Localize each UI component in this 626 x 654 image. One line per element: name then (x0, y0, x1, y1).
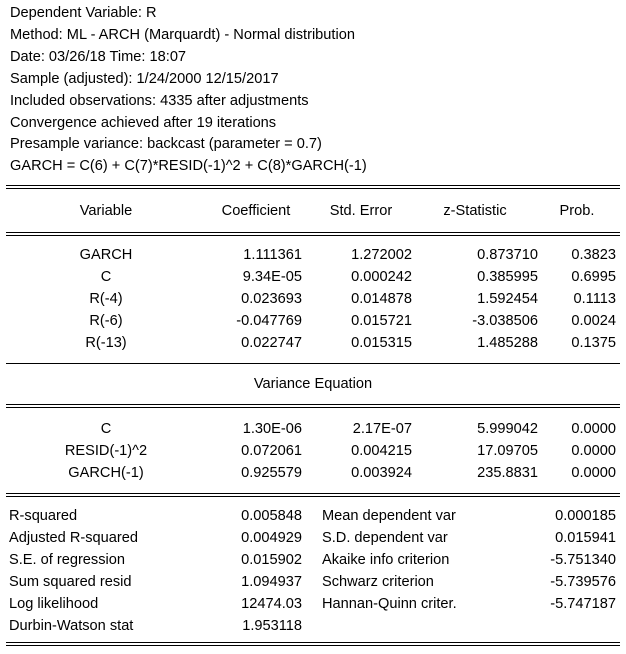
stat-value-sd-dependent: 0.015941 (555, 530, 616, 546)
stats-rule-2 (6, 496, 620, 497)
stat-value-r-squared: 0.005848 (241, 508, 302, 524)
stat-label-hannan-quinn: Hannan-Quinn criter. (322, 596, 457, 612)
cell-variable: GARCH(-1) (68, 465, 144, 481)
stat-value-log-likelihood: 12474.03 (241, 596, 302, 612)
column-header-variable: Variable (79, 203, 133, 219)
stat-value-adjusted-r-squared: 0.004929 (241, 530, 302, 546)
cell-std-error: 0.004215 (351, 443, 412, 459)
header-convergence: Convergence achieved after 19 iterations (10, 114, 277, 131)
stat-value-akaike: -5.751340 (550, 552, 616, 568)
cell-z-statistic: 1.592454 (477, 291, 538, 307)
cell-coefficient: 1.30E-06 (242, 421, 302, 437)
variance-rule-top (6, 363, 620, 364)
cell-coefficient: 9.34E-05 (242, 269, 302, 285)
cell-prob: 0.0000 (571, 465, 616, 481)
cell-variable: R(-13) (85, 335, 127, 351)
cell-prob: 0.1375 (571, 335, 616, 351)
table-bottom-rule-1 (6, 642, 620, 643)
stat-label-sum-squared-resid: Sum squared resid (9, 574, 132, 590)
stat-label-sd-dependent: S.D. dependent var (322, 530, 448, 546)
cell-prob: 0.3823 (571, 247, 616, 263)
cell-variable: R(-6) (89, 313, 123, 329)
cell-std-error: 0.014878 (351, 291, 412, 307)
header-dependent-variable: Dependent Variable: R (10, 5, 157, 21)
cell-coefficient: 0.925579 (241, 465, 302, 481)
column-header-prob: Prob. (559, 203, 595, 219)
cell-coefficient: 1.111361 (243, 247, 302, 263)
cell-coefficient: 0.022747 (241, 335, 302, 351)
stat-value-durbin-watson: 1.953118 (242, 618, 302, 634)
stat-label-log-likelihood: Log likelihood (9, 596, 99, 612)
stat-value-sum-squared-resid: 1.094937 (241, 574, 302, 590)
table-top-rule-2 (6, 188, 620, 189)
table-top-rule-1 (6, 185, 620, 186)
cell-std-error: 2.17E-07 (352, 421, 412, 437)
cell-prob: 0.0000 (571, 421, 616, 437)
table-bottom-rule-2 (6, 645, 620, 646)
stat-label-adjusted-r-squared: Adjusted R-squared (9, 530, 138, 546)
variance-equation-title: Variance Equation (253, 376, 373, 392)
stat-label-akaike: Akaike info criterion (322, 552, 450, 568)
column-header-std-error: Std. Error (329, 203, 393, 219)
stat-value-hannan-quinn: -5.747187 (550, 596, 616, 612)
cell-z-statistic: 235.8831 (477, 465, 538, 481)
header-rule-2 (6, 235, 620, 236)
column-header-coefficient: Coefficient (221, 203, 291, 219)
cell-z-statistic: 1.485288 (477, 335, 538, 351)
stat-value-schwarz: -5.739576 (550, 574, 616, 590)
stat-label-se-regression: S.E. of regression (9, 552, 125, 568)
header-sample: Sample (adjusted): 1/24/2000 12/15/2017 (10, 70, 279, 87)
cell-prob: 0.0000 (571, 443, 616, 459)
header-presample: Presample variance: backcast (parameter … (10, 136, 322, 153)
header-method: Method: ML - ARCH (Marquardt) - Normal d… (10, 26, 355, 43)
cell-std-error: 0.015315 (351, 335, 412, 351)
cell-std-error: 0.015721 (351, 313, 412, 329)
header-date-time: Date: 03/26/18 Time: 18:07 (10, 48, 187, 65)
cell-coefficient: 0.023693 (241, 291, 302, 307)
cell-prob: 0.6995 (571, 269, 616, 285)
cell-variable: R(-4) (89, 291, 123, 307)
cell-coefficient: -0.047769 (236, 313, 302, 329)
cell-variable: C (100, 269, 112, 285)
header-observations: Included observations: 4335 after adjust… (10, 92, 309, 109)
stat-label-schwarz: Schwarz criterion (322, 574, 434, 590)
stat-label-r-squared: R-squared (9, 508, 78, 524)
cell-prob: 0.0024 (571, 313, 616, 329)
cell-variable: GARCH (79, 247, 133, 263)
cell-variable: C (100, 421, 112, 437)
estimation-header: Dependent Variable: R Method: ML - ARCH … (10, 3, 367, 178)
cell-z-statistic: 17.09705 (477, 443, 538, 459)
cell-variable: RESID(-1)^2 (64, 443, 148, 459)
stat-label-mean-dependent: Mean dependent var (322, 508, 456, 524)
header-garch-equation: GARCH = C(6) + C(7)*RESID(-1)^2 + C(8)*G… (10, 158, 367, 175)
cell-z-statistic: 0.873710 (477, 247, 538, 263)
cell-std-error: 1.272002 (351, 247, 412, 263)
variance-rule-1 (6, 404, 620, 405)
header-rule-1 (6, 232, 620, 233)
cell-coefficient: 0.072061 (241, 443, 302, 459)
cell-std-error: 0.000242 (351, 269, 412, 285)
cell-z-statistic: 5.999042 (477, 421, 538, 437)
cell-std-error: 0.003924 (351, 465, 412, 481)
cell-prob: 0.1113 (573, 291, 616, 307)
stats-rule-1 (6, 493, 620, 494)
column-header-z-statistic: z-Statistic (443, 203, 507, 219)
stat-value-mean-dependent: 0.000185 (555, 508, 616, 524)
cell-z-statistic: -3.038506 (472, 313, 538, 329)
cell-z-statistic: 0.385995 (477, 269, 538, 285)
stat-value-se-regression: 0.015902 (241, 552, 302, 568)
stat-label-durbin-watson: Durbin-Watson stat (9, 618, 134, 634)
variance-rule-2 (6, 407, 620, 408)
